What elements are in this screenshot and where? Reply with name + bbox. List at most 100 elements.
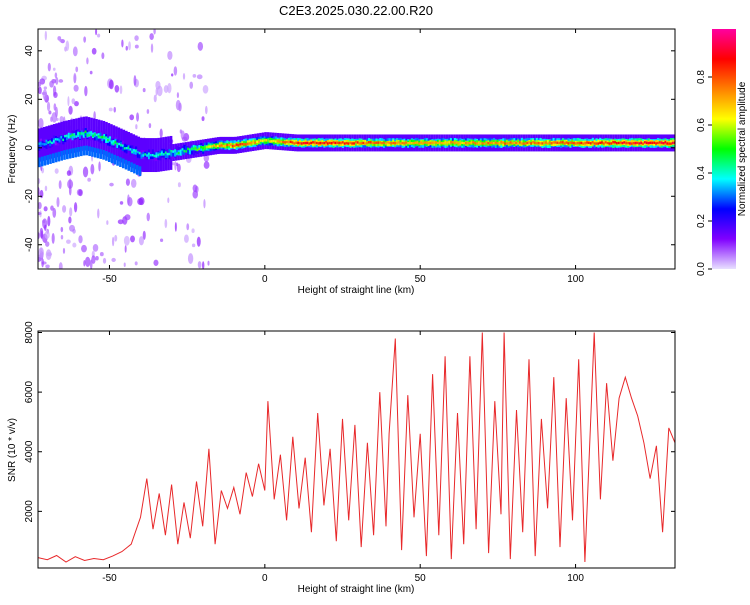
spectral-secondary-band [49,154,52,164]
spectral-ridge-cell [317,142,320,145]
spectral-noise-speckle [197,261,202,269]
spectral-noise-speckle [156,85,163,97]
spectral-noise-speckle [155,87,158,96]
spectral-noise-speckle [43,86,48,90]
spectral-ridge-cell [591,140,594,147]
spectral-noise-speckle [129,114,135,121]
spectral-noise-speckle [45,241,50,247]
spectral-ridge-cell [101,135,104,142]
spectrogram-ylabel: Frequency (Hz) [7,115,18,184]
spectral-ridge-cell [287,140,291,144]
spectral-ridge-cell [422,142,425,145]
spectral-ridge-cell [394,141,397,145]
spectral-ridge-cell [79,133,82,139]
spectral-ridge-cell [328,141,332,145]
spectral-secondary-band [65,149,69,160]
spectral-ridge-cell [409,141,412,145]
spectral-ridge-cell [134,149,138,152]
spectral-ridge-cell [153,154,156,158]
spectral-ridge-cell [51,138,54,144]
spectral-ridge-cell [649,141,652,145]
spectral-ridge-cell [168,152,171,156]
spectral-ridge-cell [362,141,365,145]
spectral-ridge-cell [392,141,395,145]
spectral-ridge-cell [347,142,350,145]
spectral-noise-speckle [128,41,131,51]
spectral-ridge-cell [185,150,188,153]
spectral-secondary-band [99,149,103,159]
spectral-ridge-cell [82,132,85,135]
spectral-ridge-cell [116,142,119,148]
spectral-ridge-cell [399,142,402,145]
spectral-noise-speckle [52,207,57,218]
spectral-noise-speckle [60,226,64,233]
spectral-ridge-cell [513,141,516,145]
spectral-noise-speckle [56,197,60,208]
spectral-ridge-cell [515,141,518,145]
spectral-ridge-cell [509,141,512,144]
spectral-secondary-band [113,154,117,165]
snr-ylabel: SNR (10 * v/v) [7,418,18,482]
spectral-ridge-cell [99,134,102,144]
spectral-noise-speckle [52,67,56,71]
spectral-ridge-cell [442,142,445,145]
spectral-noise-speckle [65,40,70,52]
spectral-ridge-cell [619,141,622,144]
spectral-noise-speckle [113,106,116,113]
spectral-secondary-band [43,155,47,166]
spectral-ridge-cell [345,141,348,145]
spectral-ridge-cell [632,141,635,145]
spectral-ridge-cell [548,141,552,144]
spectral-ridge-cell [116,142,119,146]
spectral-secondary-band [77,147,80,157]
spectral-noise-speckle [138,236,144,246]
spectral-ridge-cell [95,134,98,141]
spectral-secondary-band [57,151,61,162]
spectral-ridge-cell [384,142,387,145]
spectral-ridge-cell [179,150,182,156]
spectral-ridge-cell [431,141,434,144]
spectral-secondary-band [40,156,44,167]
y-tick-label: 2000 [24,500,35,523]
spectral-ridge-cell [282,140,285,144]
spectral-noise-speckle [146,212,150,222]
spectral-ridge-cell [285,140,289,144]
spectral-ridge-cell [341,141,345,144]
spectral-noise-speckle [47,215,51,227]
spectral-noise-speckle [148,123,152,129]
spectral-ridge-cell [99,132,102,138]
spectral-ridge-cell [601,141,604,144]
spectral-noise-speckle [164,218,168,229]
spectral-secondary-band [71,148,75,158]
spectral-ridge-cell [58,139,61,142]
spectral-noise-speckle [196,236,201,247]
spectral-ridge-cell [233,144,236,148]
spectral-ridge-cell [51,141,54,145]
spectral-secondary-band [127,161,131,171]
y-tick-label: -40 [24,237,35,252]
spectral-noise-speckle [149,33,154,41]
spectral-secondary-band [46,155,49,165]
spectral-ridge-cell [295,141,298,145]
spectral-ridge-cell [93,133,97,136]
spectral-ridge-cell [457,142,460,145]
spectral-ridge-cell [483,142,486,145]
colorbar-tick-label: 0.4 [696,166,707,180]
spectral-ridge-cell [248,142,251,145]
spectral-noise-speckle [176,92,180,99]
spectral-ridge-cell [256,140,259,144]
spectral-noise-speckle [175,162,179,167]
spectral-noise-speckle [202,261,205,269]
spectral-ridge-cell [243,143,246,146]
spectral-secondary-band [54,152,58,163]
spectral-ridge-cell [246,142,250,145]
spectral-noise-speckle [49,80,54,88]
spectral-noise-speckle [137,198,144,205]
spectral-ridge-cell [386,140,389,147]
spectral-ridge-cell [65,134,69,141]
spectral-noise-speckle [38,81,42,87]
spectral-ridge-cell [106,138,110,142]
spectral-ridge-cell [138,151,141,155]
spectral-secondary-band [60,150,63,161]
